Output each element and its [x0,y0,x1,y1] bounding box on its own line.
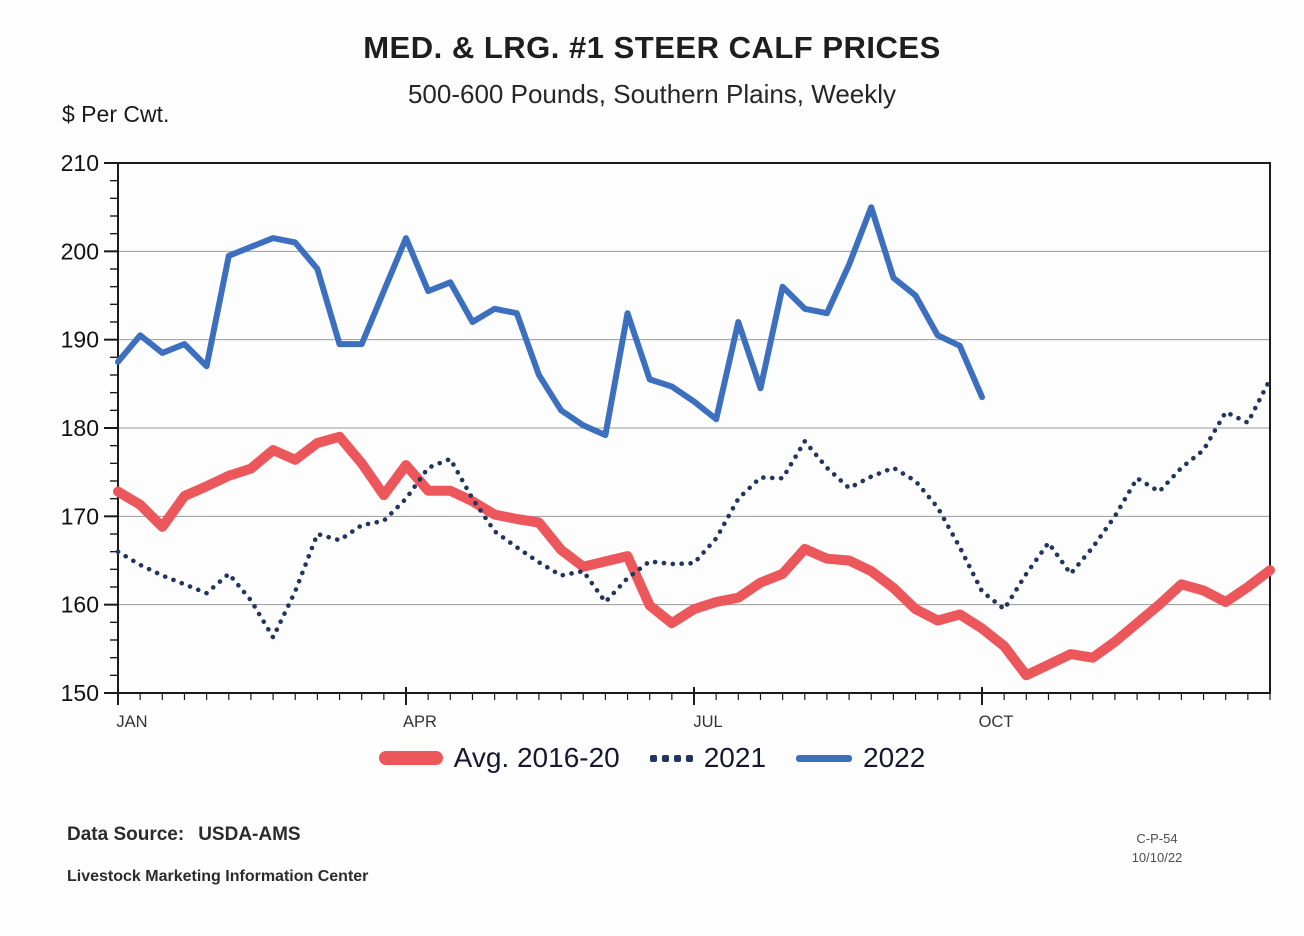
data-source-line: Data Source: USDA-AMS [67,824,368,846]
y-tick-label-170: 170 [61,503,99,529]
series-line-avg-2016-20 [113,431,1275,681]
series-line-2022 [115,204,985,439]
chart-code: C-P-54 [1136,831,1178,846]
legend-swatch-avg-2016-20 [378,751,443,765]
data-source-value: USDA-AMS [198,824,301,845]
legend-item-avg-2016-20: Avg. 2016-20 [378,742,620,774]
legend-swatch-2021 [649,754,693,762]
chart-legend: Avg. 2016-20 2021 2022 [0,742,1304,774]
x-tick-label-OCT: OCT [979,713,1014,731]
x-tick-label-JUL: JUL [693,713,722,731]
legend-label-2022: 2022 [863,742,926,773]
legend-label-avg-2016-20: Avg. 2016-20 [453,742,620,773]
x-tick-label-JAN: JAN [116,713,147,731]
y-tick-label-200: 200 [61,238,99,264]
footer-left: Data Source: USDA-AMS Livestock Marketing… [67,824,368,886]
legend-item-2022: 2022 [796,742,925,774]
legend-label-2021: 2021 [703,742,767,773]
page-subtitle: 500-600 Pounds, Southern Plains, Weekly [407,79,897,109]
data-source-label: Data Source: [67,824,185,845]
series-line-2021 [115,377,1273,640]
y-tick-label-210: 210 [61,150,99,176]
organization-name: Livestock Marketing Information Center [67,868,369,885]
footer-right: C-P-54 10/10/22 [1102,830,1212,868]
y-tick-label-150: 150 [61,680,99,706]
y-tick-label-190: 190 [61,327,99,353]
legend-item-2021: 2021 [649,742,767,774]
x-tick-label-APR: APR [403,713,437,731]
legend-swatch-2022 [796,754,853,762]
price-chart: 150 160 170 180 190 200 210 JAN APR JUL OCT [61,150,1275,731]
page-title: MED. & LRG. #1 STEER CALF PRICES [363,30,941,65]
y-tick-label-180: 180 [61,415,99,441]
y-axis-title: $ Per Cwt. [62,101,170,127]
chart-date: 10/10/22 [1131,849,1183,865]
y-tick-label-160: 160 [61,592,99,618]
